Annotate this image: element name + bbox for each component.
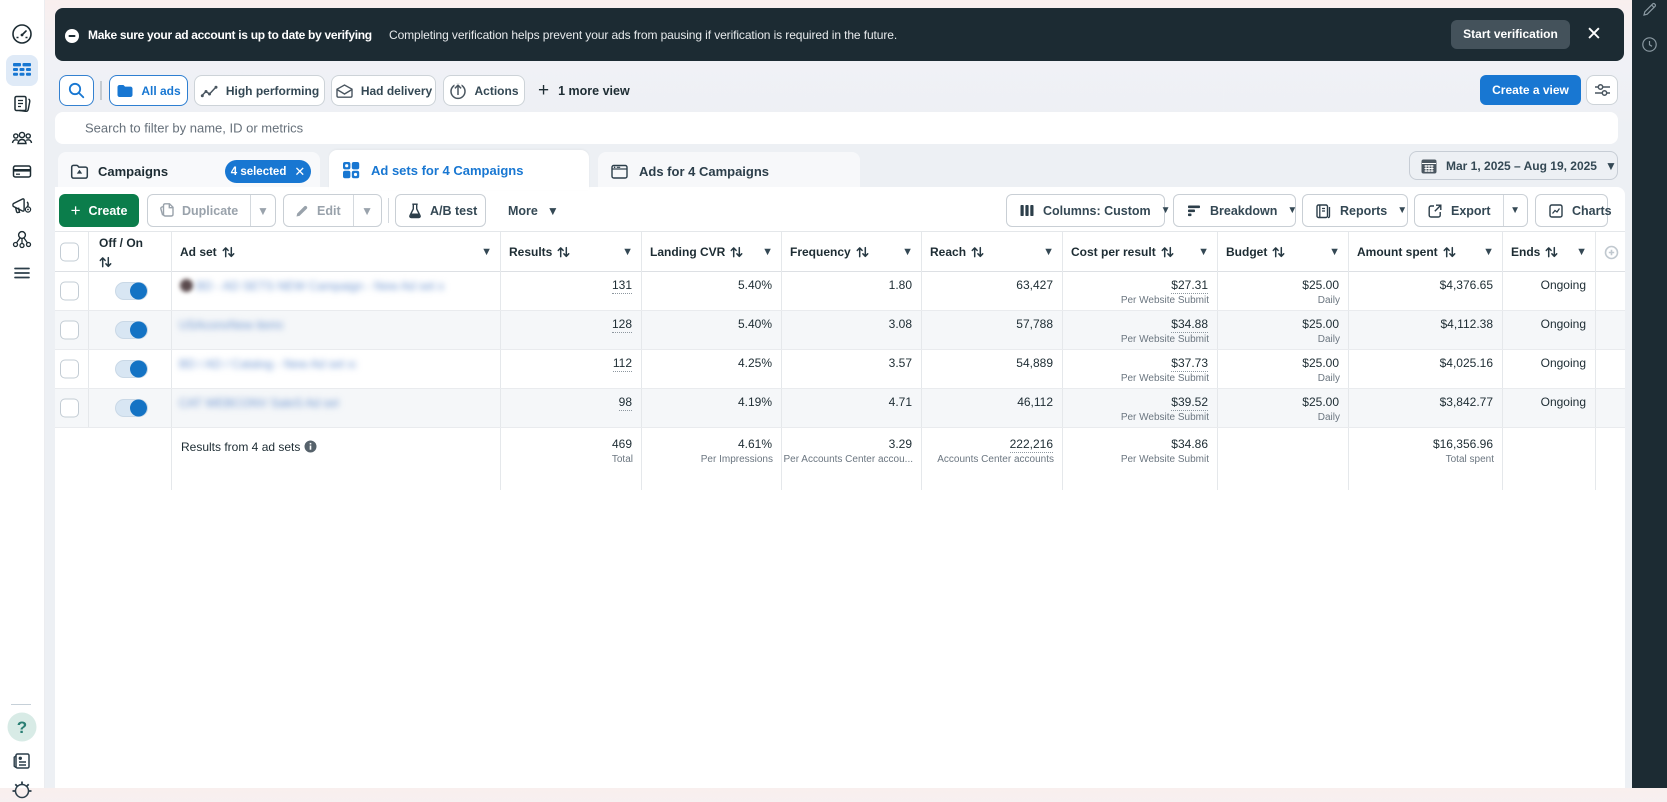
svg-text:?: ? (17, 718, 27, 737)
